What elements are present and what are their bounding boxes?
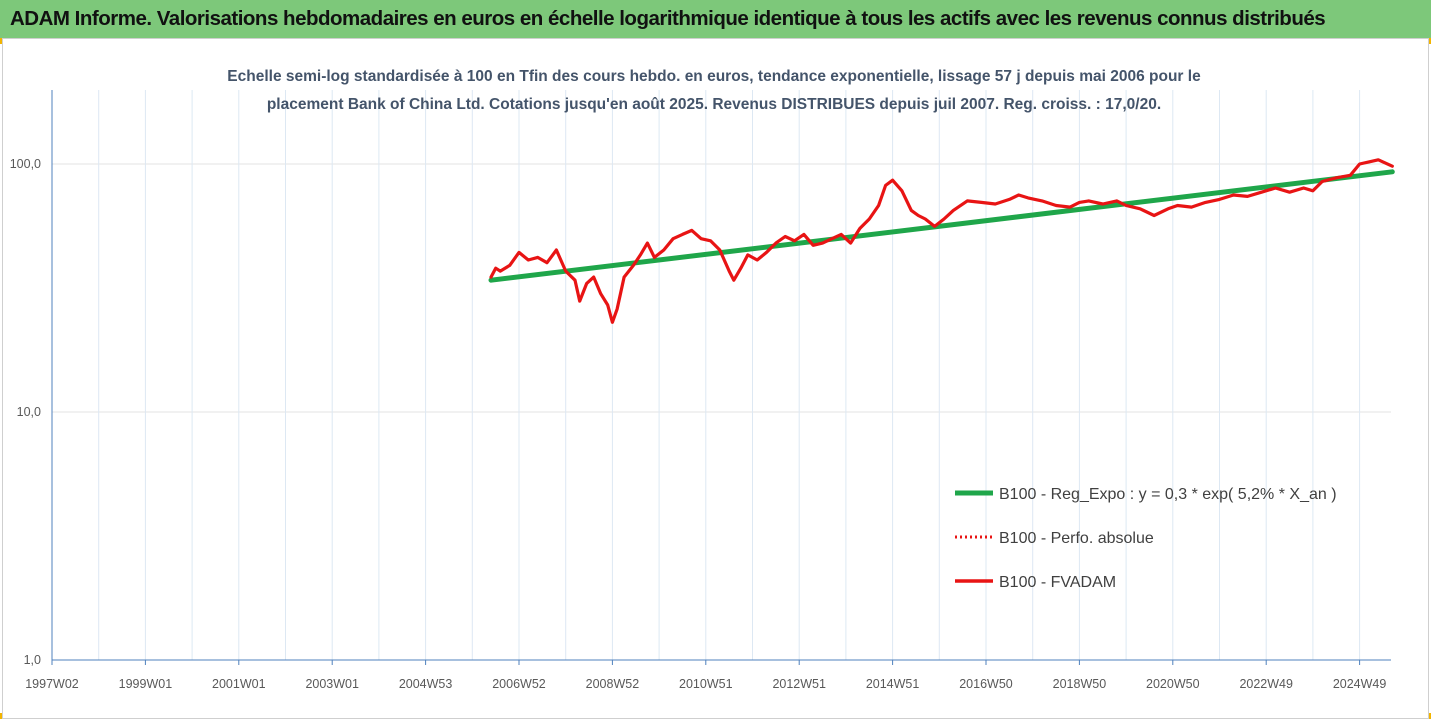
x-tick-label: 1997W02 [25, 677, 79, 691]
y-tick-label: 1,0 [24, 653, 41, 667]
axes [51, 90, 1391, 665]
x-tick-label: 2014W51 [866, 677, 920, 691]
x-tick-label: 2024W49 [1333, 677, 1387, 691]
chart-subtitle-line-1: Echelle semi-log standardisée à 100 en T… [227, 68, 1201, 85]
legend-label-2: B100 - FVADAM [999, 574, 1116, 591]
y-tick-label: 10,0 [17, 405, 41, 419]
x-tick-label: 2020W50 [1146, 677, 1200, 691]
chart-subtitle-line-2: placement Bank of China Ltd. Cotations j… [267, 96, 1161, 113]
gridlines [52, 90, 1391, 660]
chart-frame [2, 38, 1429, 719]
x-tick-label: 2003W01 [305, 677, 359, 691]
x-tick-label: 2022W49 [1239, 677, 1293, 691]
series-line-2 [489, 158, 1394, 324]
plot-area [488, 158, 1395, 324]
x-tick-label: 2012W51 [772, 677, 826, 691]
series-line-0 [488, 169, 1395, 283]
x-tick-label: 2004W53 [399, 677, 453, 691]
x-tick-label: 1999W01 [119, 677, 173, 691]
legend-label-0: B100 - Reg_Expo : y = 0,3 * exp( 5,2% * … [999, 486, 1337, 503]
x-tick-label: 2010W51 [679, 677, 733, 691]
legend-label-1: B100 - Perfo. absolue [999, 530, 1154, 547]
x-tick-label: 2001W01 [212, 677, 266, 691]
y-tick-label: 100,0 [10, 157, 41, 171]
tick-labels: 1,0 10,0 100,0 1997W02 1999W01 2001W01 2003W01… [10, 157, 1387, 691]
report-banner: ADAM Informe. Valorisations hebdomadaire… [0, 0, 1431, 38]
report-title: ADAM Informe. Valorisations hebdomadaire… [10, 7, 1326, 30]
x-tick-label: 2016W50 [959, 677, 1013, 691]
legend: B100 - Reg_Expo : y = 0,3 * exp( 5,2% * … [955, 486, 1337, 591]
x-tick-label: 2006W52 [492, 677, 546, 691]
x-tick-label: 2008W52 [586, 677, 640, 691]
x-tick-label: 2018W50 [1053, 677, 1107, 691]
